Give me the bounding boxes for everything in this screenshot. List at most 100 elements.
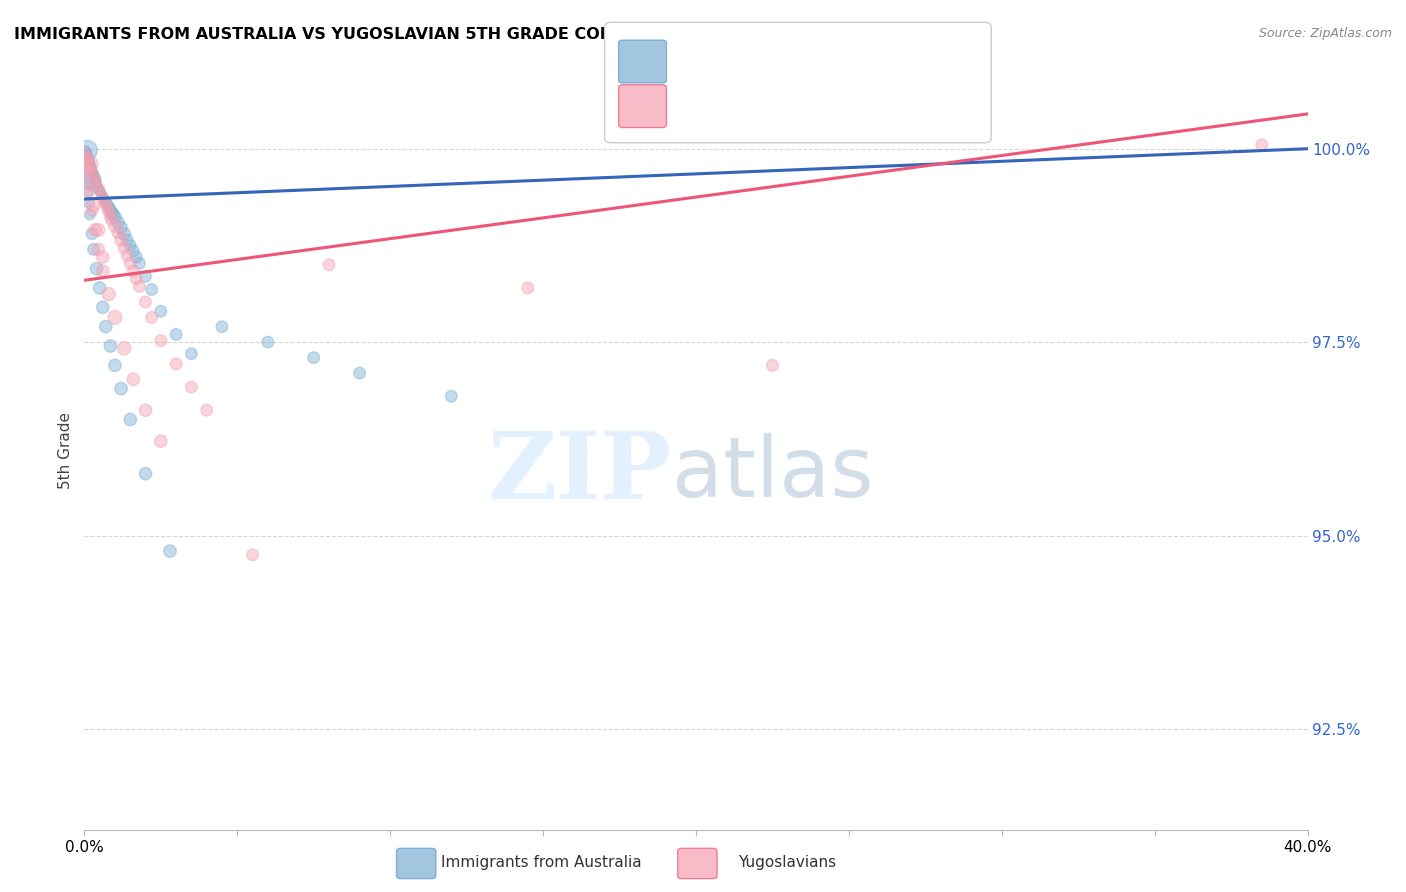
Point: [80, 161, 103, 175]
Point: [125, 250, 148, 264]
Point: [141, 283, 163, 297]
Point: [110, 382, 132, 396]
Point: [110, 233, 132, 247]
Point: [76, 147, 98, 161]
Point: [112, 241, 135, 255]
Point: [761, 359, 783, 373]
Point: [86, 174, 108, 188]
Point: [76, 165, 98, 179]
Point: [80, 227, 103, 241]
Point: [77, 153, 100, 168]
Point: [115, 248, 138, 262]
Point: [180, 347, 202, 361]
Point: [257, 335, 280, 350]
Point: [112, 227, 135, 241]
Point: [79, 207, 101, 221]
Point: [107, 225, 129, 239]
Point: [104, 219, 127, 233]
Point: [93, 194, 115, 209]
Point: [97, 287, 120, 301]
Point: [87, 242, 110, 256]
Point: [76, 151, 98, 165]
Point: [80, 159, 103, 173]
Point: [91, 190, 114, 204]
Point: [112, 342, 135, 356]
Point: [211, 319, 233, 334]
Point: [349, 366, 371, 380]
Point: [165, 357, 187, 371]
Point: [84, 172, 107, 186]
Point: [91, 250, 114, 264]
Point: [128, 256, 150, 270]
Point: [440, 389, 463, 403]
Point: [77, 153, 100, 168]
Point: [97, 205, 120, 219]
Text: N = 58: N = 58: [830, 97, 897, 115]
Point: [79, 159, 101, 173]
Point: [91, 190, 114, 204]
Point: [86, 261, 108, 276]
Point: [76, 149, 98, 163]
Point: [89, 281, 111, 295]
Point: [79, 154, 101, 169]
Point: [149, 334, 172, 348]
Text: R = 0.221: R = 0.221: [673, 97, 772, 115]
Point: [302, 351, 325, 365]
Point: [149, 434, 172, 449]
Point: [76, 143, 98, 157]
Y-axis label: 5th Grade: 5th Grade: [58, 412, 73, 489]
Point: [115, 233, 138, 247]
Point: [135, 269, 157, 284]
Point: [94, 194, 117, 209]
Point: [87, 182, 110, 196]
Point: [94, 319, 117, 334]
Point: [79, 157, 101, 171]
Point: [120, 412, 142, 426]
Point: [82, 162, 104, 177]
Point: [93, 192, 115, 206]
Point: [91, 264, 114, 278]
Point: [318, 258, 340, 272]
Point: [242, 548, 264, 562]
Point: [103, 207, 125, 221]
Point: [165, 327, 187, 342]
Point: [516, 281, 538, 295]
Point: [75, 145, 97, 160]
Point: [122, 372, 145, 386]
Point: [135, 403, 157, 417]
Point: [83, 171, 105, 186]
Point: [76, 172, 98, 186]
Point: [101, 205, 124, 219]
Point: [87, 180, 110, 194]
Point: [83, 166, 105, 180]
Point: [120, 238, 142, 252]
Point: [89, 182, 111, 196]
Point: [77, 184, 100, 198]
Point: [122, 264, 145, 278]
Point: [104, 359, 127, 373]
Point: [125, 271, 148, 285]
Point: [98, 210, 121, 224]
Text: R = 0.198: R = 0.198: [673, 52, 772, 70]
Text: Yugoslavians: Yugoslavians: [738, 855, 837, 870]
Point: [77, 157, 100, 171]
Point: [84, 175, 107, 189]
Point: [122, 244, 145, 258]
Point: [83, 242, 105, 256]
Text: IMMIGRANTS FROM AUSTRALIA VS YUGOSLAVIAN 5TH GRADE CORRELATION CHART: IMMIGRANTS FROM AUSTRALIA VS YUGOSLAVIAN…: [14, 27, 766, 42]
Text: Immigrants from Australia: Immigrants from Australia: [441, 855, 641, 870]
Point: [83, 169, 105, 183]
Point: [104, 210, 127, 224]
Point: [84, 223, 107, 237]
Text: Source: ZipAtlas.com: Source: ZipAtlas.com: [1258, 27, 1392, 40]
Point: [135, 467, 157, 481]
Point: [86, 177, 108, 191]
Text: N = 68: N = 68: [830, 52, 897, 70]
Point: [82, 165, 104, 179]
Point: [90, 186, 112, 201]
Point: [80, 161, 103, 175]
Point: [90, 186, 112, 201]
Point: [180, 380, 202, 394]
Point: [76, 145, 98, 160]
Point: [141, 310, 163, 325]
